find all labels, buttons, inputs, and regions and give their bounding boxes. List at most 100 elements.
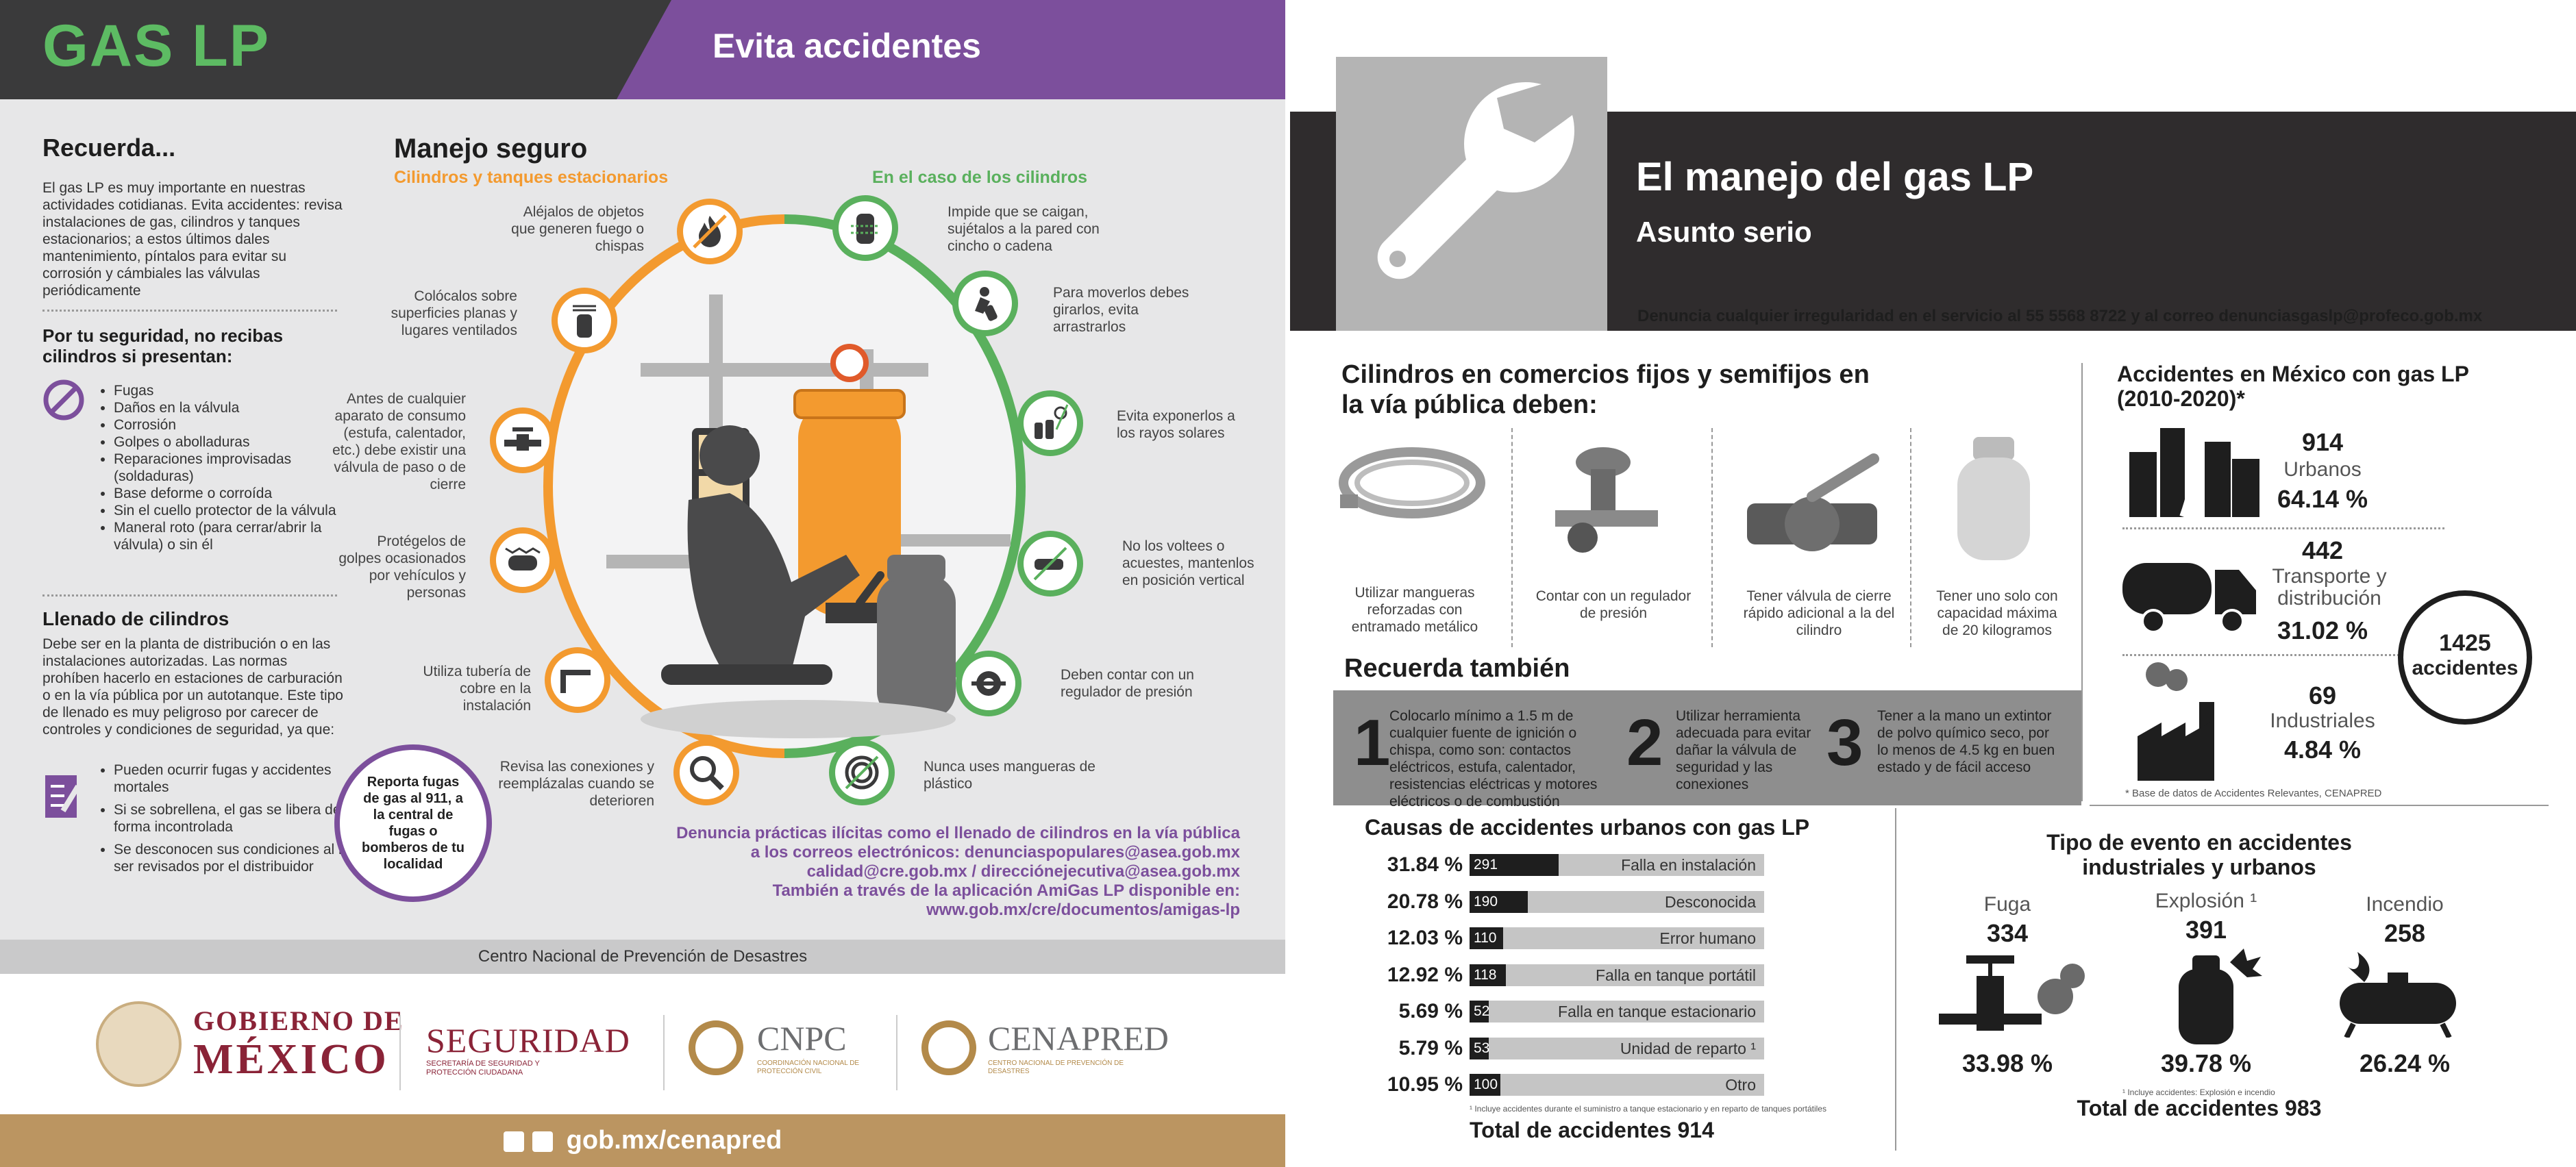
step-number: 2 <box>1626 706 1663 779</box>
divider <box>1511 428 1513 647</box>
explosion-tank-icon <box>2168 942 2264 1044</box>
divider <box>2081 363 2083 801</box>
magnifier-icon <box>673 740 739 805</box>
hose-image <box>1333 438 1491 527</box>
page-subtitle: Evita accidentes <box>713 27 981 65</box>
bar-row: 20.78 % 190 Desconocida <box>1363 890 1774 914</box>
llenado-heading: Llenado de cilindros <box>42 608 230 629</box>
divider <box>2122 654 2444 656</box>
page-title: GAS LP <box>42 13 271 79</box>
twitter-icon[interactable] <box>532 1131 553 1152</box>
cnpc-emblem-icon <box>689 1020 743 1075</box>
recuerda-box: 1 Colocarlo mínimo a 1.5 m de cualquier … <box>1333 690 2081 810</box>
step-number: 3 <box>1826 706 1863 779</box>
tipo-heading: Tipo de evento en accidentes industriale… <box>2046 830 2352 879</box>
tip-left-1: Aléjalos de objetos que generen fuego o … <box>511 204 644 254</box>
valve-image <box>1733 438 1898 568</box>
bar-track: 291 Falla en instalación <box>1470 854 1764 876</box>
tanques-subheading: Cilindros y tanques estacionarios <box>394 168 669 187</box>
denuncia-line: También a través de la aplicación AmiGas… <box>772 881 1240 900</box>
list-item: Sin el cuello protector de la válvula <box>114 502 367 519</box>
denuncia-line: a los correos electrónicos: denunciaspop… <box>750 843 1240 862</box>
list-item: Fugas <box>114 382 367 399</box>
llenado-text: Debe ser en la planta de distribución o … <box>42 636 343 738</box>
gas-tank-illustration <box>543 214 1026 758</box>
bar-track: 118 Falla en tanque portátil <box>1470 964 1764 986</box>
divider <box>2090 805 2549 806</box>
bar-category-label: Otro <box>1725 1076 1756 1094</box>
list-item: Pueden ocurrir fugas y accidentes mortal… <box>114 762 367 796</box>
bar <box>1470 1037 1489 1059</box>
left-infographic: GAS LP Evita accidentes Recuerda... El g… <box>0 0 1285 1167</box>
bar-row: 5.69 % 52 Falla en tanque estacionario <box>1363 999 1774 1024</box>
tip-right-3: Evita exponerlos a los rayos solares <box>1117 408 1235 441</box>
bar <box>1470 1074 1500 1096</box>
stat-label: Transporte y distribución <box>2272 565 2387 610</box>
cnpc-logo: CNPC <box>757 1019 847 1057</box>
tipo-label: Explosión ¹ <box>2155 890 2257 912</box>
tipo-percent: 26.24 % <box>2359 1049 2451 1077</box>
accidentes-heading: Accidentes en México con gas LP (2010-20… <box>2117 362 2469 411</box>
cilindros-subheading: En el caso de los cilindros <box>872 168 1087 187</box>
cenapred-emblem-icon <box>921 1020 976 1075</box>
chained-tank-icon <box>832 195 898 261</box>
bar-value-label: 110 <box>1474 930 1497 946</box>
bar-value-label: 190 <box>1474 893 1498 909</box>
tip-right-2: Para moverlos debes girarlos, evita arra… <box>1053 285 1189 335</box>
leak-valve-icon <box>1939 949 2090 1044</box>
bar-percent-label: 5.79 % <box>1398 1036 1463 1059</box>
bar-row: 12.03 % 110 Error humano <box>1363 926 1774 951</box>
bar-percent-label: 20.78 % <box>1387 890 1463 913</box>
causas-total: Total de accidentes 914 <box>1470 1118 1714 1142</box>
facebook-icon[interactable] <box>503 1131 524 1152</box>
ventilated-tank-icon <box>552 288 617 353</box>
bar <box>1470 927 1504 949</box>
bar-row: 12.92 % 118 Falla en tanque portátil <box>1363 963 1774 988</box>
report-leak-text: Reporta fugas de gas al 911, a la centra… <box>361 775 465 872</box>
bar-percent-label: 12.03 % <box>1387 927 1463 949</box>
bar-category-label: Unidad de reparto ¹ <box>1620 1039 1756 1057</box>
stat-value: 442 <box>2301 536 2344 564</box>
tipo-value: 391 <box>2185 916 2227 944</box>
regulator-image <box>1541 435 1679 558</box>
logo-strip: GOBIERNO DE MÉXICO SEGURIDAD SECRETARÍA … <box>0 974 1285 1114</box>
mexico-seal-icon <box>96 1001 182 1087</box>
bar <box>1470 1001 1489 1022</box>
bar-category-label: Falla en instalación <box>1621 856 1756 874</box>
no-recibas-heading: Por tu seguridad, no recibas cilindros s… <box>42 325 284 366</box>
requisito-1: Utilizar mangueras reforzadas con entram… <box>1351 585 1478 635</box>
bar <box>1470 854 1559 876</box>
bar-value-label: 53 <box>1474 1040 1490 1056</box>
list-item: Reparaciones improvisadas (soldaduras) <box>114 451 367 485</box>
divider <box>2122 527 2444 529</box>
stat-label: Industriales <box>2270 710 2375 732</box>
tipo-total: Total de accidentes 983 <box>2077 1096 2322 1120</box>
bar <box>1470 890 1528 913</box>
denuncia-block: Denuncia prácticas ilícitas como el llen… <box>534 824 1240 920</box>
gob-line2: MÉXICO <box>193 1036 389 1083</box>
stat-percent: 64.14 % <box>2277 485 2368 513</box>
tip-right-5: Deben contar con un regulador de presión <box>1061 667 1194 700</box>
checklist-icon <box>42 773 84 822</box>
copper-pipe-icon <box>545 647 610 713</box>
bar-percent-label: 5.69 % <box>1398 1000 1463 1022</box>
header-accent <box>617 0 1285 99</box>
bar-track: 110 Error humano <box>1470 927 1764 949</box>
bar-value-label: 118 <box>1474 966 1497 983</box>
list-item: Daños en la válvula <box>114 399 367 416</box>
logo-divider <box>663 1015 665 1090</box>
requisito-4: Tener uno solo con capacidad máxima de 2… <box>1936 588 2058 638</box>
bar-category-label: Error humano <box>1659 929 1756 947</box>
logo-divider <box>399 1015 401 1090</box>
cenapred-logo: CENAPRED <box>988 1019 1169 1057</box>
tipo-percent: 39.78 % <box>2160 1049 2252 1077</box>
denuncia-line: calidad@cre.gob.mx / direcciónejecutiva@… <box>806 862 1240 881</box>
stat-value: 69 <box>2308 681 2337 710</box>
list-item: Golpes o abolladuras <box>114 434 367 451</box>
list-item: Si se sobrellena, el gas se libera de fo… <box>114 801 367 836</box>
recuerda-tambien-heading: Recuerda también <box>1344 654 1570 683</box>
shutoff-valve-icon <box>490 407 556 473</box>
social-link[interactable]: gob.mx/cenapred <box>566 1126 782 1155</box>
divider <box>1910 428 1911 647</box>
list-item: Corrosión <box>114 416 367 434</box>
